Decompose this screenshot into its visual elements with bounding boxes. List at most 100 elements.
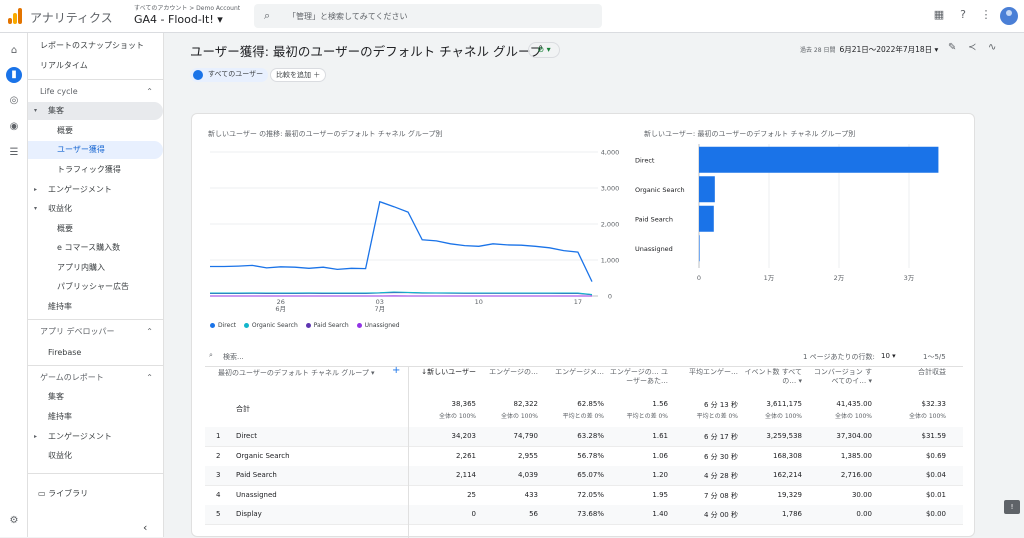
- metric-column-header[interactable]: エンゲージの…: [489, 368, 538, 377]
- add-dimension-icon[interactable]: +: [392, 365, 400, 376]
- sidebar-divider: [28, 473, 163, 474]
- sidebar-item-publisher-ads[interactable]: パブリッシャー広告: [28, 278, 163, 296]
- home-icon[interactable]: ⌂: [6, 43, 22, 59]
- search-placeholder: 「管理」と検索してみてください: [288, 11, 408, 22]
- legend-item-direct[interactable]: Direct: [210, 322, 236, 329]
- sidebar-item-retention[interactable]: 維持率: [28, 298, 163, 316]
- sidebar-item-acquisition[interactable]: ▾集客: [28, 102, 163, 120]
- metric-column-header[interactable]: ↓新しいユーザー: [421, 368, 476, 377]
- row-value: 2,261: [456, 452, 476, 460]
- row-value: 2,716.00: [841, 471, 872, 479]
- explore-icon[interactable]: ◎: [6, 93, 22, 109]
- share-icon[interactable]: ≺: [968, 42, 976, 53]
- more-vert-icon[interactable]: ⋮: [978, 8, 994, 21]
- row-value: 56: [529, 510, 538, 518]
- row-channel-name[interactable]: Unassigned: [236, 491, 277, 499]
- sidebar-item-realtime[interactable]: リアルタイム: [28, 57, 163, 75]
- sidebar-item-game-monetization[interactable]: 収益化: [28, 447, 163, 465]
- row-value: 19,329: [778, 491, 803, 499]
- metric-column-header[interactable]: エンゲージメ…: [555, 368, 604, 377]
- sidebar-item-traffic-acquisition[interactable]: トラフィック獲得: [28, 161, 163, 179]
- total-subtext: 全体の 100%: [909, 411, 946, 420]
- row-value: 37,304.00: [836, 432, 872, 440]
- dimension-column-header[interactable]: 最初のユーザーのデフォルト チャネル グループ ▾: [218, 368, 375, 378]
- feedback-icon[interactable]: !: [1004, 500, 1020, 514]
- series-line-organic-search: [210, 292, 592, 295]
- row-index: 3: [216, 471, 220, 479]
- account-breadcrumb[interactable]: すべてのアカウント > Demo Account: [134, 3, 240, 12]
- filter-chip-all-users[interactable]: すべてのユーザー: [190, 68, 268, 82]
- total-subtext: 平均との差 0%: [627, 411, 668, 420]
- legend-item-paid-search[interactable]: Paid Search: [306, 322, 349, 329]
- y-tick-label: 2,000: [601, 221, 620, 229]
- caret-down-icon: ▾: [34, 200, 37, 218]
- caret-down-icon: ▾: [34, 102, 37, 120]
- sidebar-divider: [28, 319, 163, 320]
- sidebar-item-monetization-overview[interactable]: 概要: [28, 220, 163, 238]
- sidebar-item-snapshot[interactable]: レポートのスナップショット: [28, 37, 163, 55]
- customize-report-icon[interactable]: ✎: [948, 42, 956, 53]
- sidebar-section-app-developer[interactable]: アプリ デベロッパー⌃: [28, 323, 163, 341]
- metric-column-header[interactable]: 平均エンゲー…: [689, 368, 738, 377]
- sidebar-item-ecommerce[interactable]: e コマース購入数: [28, 239, 163, 257]
- sidebar-section-lifecycle[interactable]: Life cycle⌃: [28, 83, 163, 101]
- report-status-badge[interactable]: ⊘ ▾: [528, 42, 560, 58]
- sidebar-item-in-app[interactable]: アプリ内購入: [28, 259, 163, 277]
- analytics-logo-icon[interactable]: [8, 8, 22, 24]
- property-selector[interactable]: GA4 - Flood-It! ▾: [134, 13, 223, 26]
- row-value: $0.69: [926, 452, 946, 460]
- sidebar-item-game-retention[interactable]: 維持率: [28, 408, 163, 426]
- collapse-sidebar-button[interactable]: ‹: [28, 519, 163, 537]
- sidebar-item-engagement[interactable]: ▸エンゲージメント: [28, 181, 163, 199]
- reports-icon[interactable]: ▮: [6, 67, 22, 83]
- advertising-icon[interactable]: ◉: [6, 119, 22, 135]
- total-subtext: 全体の 100%: [439, 411, 476, 420]
- row-index: 2: [216, 452, 220, 460]
- row-channel-name[interactable]: Paid Search: [236, 471, 277, 479]
- row-channel-name[interactable]: Direct: [236, 432, 257, 440]
- configure-icon[interactable]: ☰: [6, 145, 22, 161]
- bar-chart-title: 新しいユーザー: 最初のユーザーのデフォルト チャネル グループ別: [644, 129, 855, 139]
- search-input[interactable]: ⌕ 「管理」と検索してみてください: [254, 4, 602, 28]
- row-value: 4 分 28 秒: [704, 471, 738, 481]
- metric-column-header[interactable]: エンゲージの… ユーザーあた…: [606, 368, 668, 386]
- sidebar-item-firebase[interactable]: Firebase: [28, 344, 163, 362]
- sidebar-item-user-acquisition[interactable]: ユーザー獲得: [28, 141, 163, 159]
- sidebar-item-library[interactable]: ▭ ライブラリ: [28, 485, 163, 503]
- row-value: 1,385.00: [841, 452, 872, 460]
- row-channel-name[interactable]: Display: [236, 510, 262, 518]
- row-value: 34,203: [452, 432, 477, 440]
- table-search-input[interactable]: 検索...: [223, 352, 244, 362]
- help-icon[interactable]: ?: [955, 8, 971, 21]
- bar-organic-search: [699, 176, 715, 202]
- rows-per-page-select[interactable]: 10 ▾: [881, 352, 896, 360]
- total-value: 82,322: [514, 400, 539, 408]
- sidebar-item-monetization[interactable]: ▾収益化: [28, 200, 163, 218]
- sidebar-item-overview[interactable]: 概要: [28, 122, 163, 140]
- metric-column-header[interactable]: コンバージョン すべてのイ… ▾: [810, 368, 872, 386]
- legend-item-unassigned[interactable]: Unassigned: [357, 322, 400, 329]
- account-avatar-icon[interactable]: [1000, 7, 1018, 25]
- sidebar-item-game-acquisition[interactable]: 集客: [28, 388, 163, 406]
- legend-item-organic-search[interactable]: Organic Search: [244, 322, 298, 329]
- apps-grid-icon[interactable]: ▦: [931, 8, 947, 21]
- sidebar-item-game-engagement[interactable]: ▸エンゲージメント: [28, 428, 163, 446]
- insights-icon[interactable]: ∿: [988, 42, 996, 53]
- report-sidebar: レポートのスナップショット リアルタイム Life cycle⌃ ▾集客 概要 …: [28, 33, 164, 537]
- row-value: $0.00: [926, 510, 946, 518]
- settings-icon[interactable]: ⚙: [6, 513, 22, 529]
- metric-column-header[interactable]: 合計収益: [918, 368, 946, 377]
- row-channel-name[interactable]: Organic Search: [236, 452, 290, 460]
- add-comparison-button[interactable]: 比較を追加 ＋: [270, 68, 326, 82]
- row-value: 1.61: [652, 432, 668, 440]
- row-index: 5: [216, 510, 220, 518]
- sidebar-section-games[interactable]: ゲームのレポート⌃: [28, 369, 163, 387]
- metric-column-header[interactable]: イベント数 すべての… ▾: [740, 368, 802, 386]
- row-value: 65.07%: [577, 471, 604, 479]
- caret-right-icon: ▸: [34, 181, 37, 199]
- nav-rail: ⌂ ▮ ◎ ◉ ☰ ⚙: [0, 33, 28, 537]
- row-value: 1,786: [782, 510, 802, 518]
